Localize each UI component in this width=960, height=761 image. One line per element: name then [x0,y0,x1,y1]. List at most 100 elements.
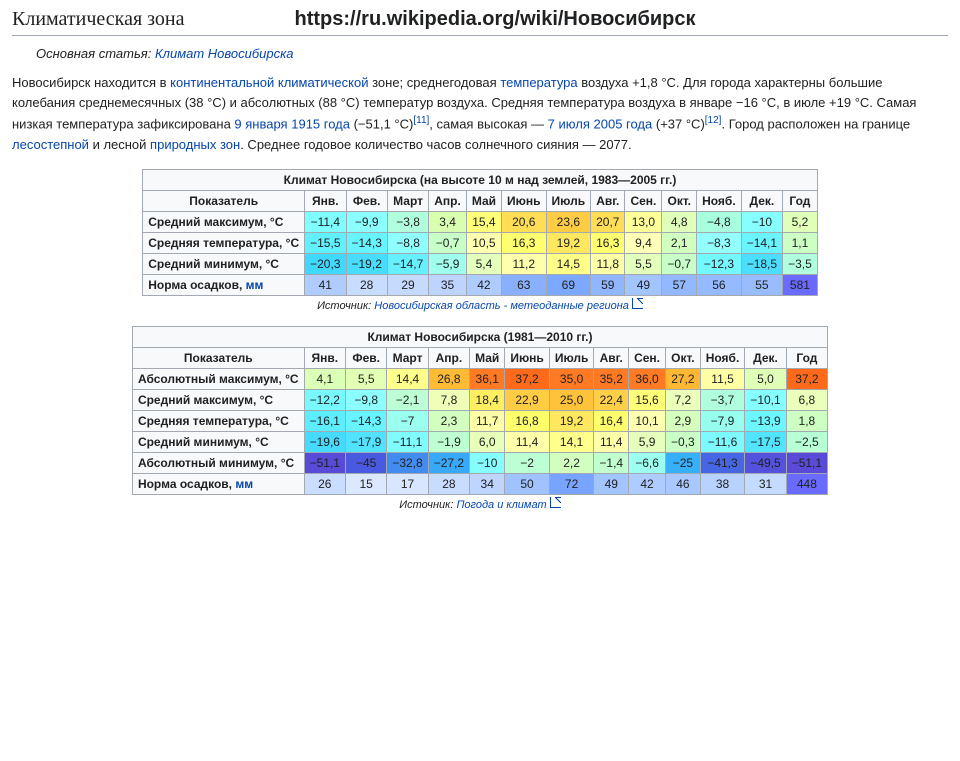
data-cell: 15 [345,473,386,494]
data-cell: 16,4 [594,410,629,431]
data-cell: 16,3 [591,232,625,253]
data-cell: 35,2 [594,368,629,389]
link-year-1[interactable]: 1915 года [291,117,350,132]
data-cell: −4,8 [697,211,742,232]
data-cell: 29 [387,274,428,295]
data-cell: −6,6 [629,452,666,473]
data-cell: −20,3 [305,253,346,274]
data-cell: 20,6 [502,211,547,232]
table-row: Средняя температура, °C−16,1−14,3−72,311… [132,410,827,431]
data-cell: 36,0 [629,368,666,389]
data-cell: 16,8 [505,410,550,431]
data-cell: −32,8 [387,452,428,473]
month-header: Март [387,190,428,211]
data-cell: 19,2 [549,410,594,431]
data-cell: −0,3 [666,431,701,452]
data-cell: 36,1 [470,368,505,389]
link-climate-zone[interactable]: континентальной климатической [170,75,368,90]
data-cell: −2,5 [786,431,827,452]
month-header: Июнь [505,347,550,368]
table-row: Средний максимум, °C−12,2−9,8−2,17,818,4… [132,389,827,410]
data-cell: 46 [666,473,701,494]
data-cell: −11,1 [387,431,428,452]
month-header: Год [786,347,827,368]
row-label: Норма осадков, мм [143,274,305,295]
month-header: Сен. [625,190,662,211]
data-cell: 10,5 [466,232,501,253]
data-cell: 2,1 [662,232,697,253]
data-cell: 22,9 [505,389,550,410]
data-cell: 11,5 [700,368,745,389]
data-cell: 37,2 [786,368,827,389]
ref-11[interactable]: [11] [413,115,429,126]
data-cell: −0,7 [662,253,697,274]
data-cell: −10 [470,452,505,473]
data-cell: 42 [629,473,666,494]
data-cell: 56 [697,274,742,295]
data-cell: 17 [387,473,428,494]
main-article-line: Основная статья: Климат Новосибирска [12,46,948,61]
climate-table-1: Климат Новосибирска (на высоте 10 м над … [142,169,818,296]
data-cell: 27,2 [666,368,701,389]
data-cell: −7,9 [700,410,745,431]
data-cell: 3,4 [429,211,467,232]
table-row: Средний максимум, °C−11,4−9,9−3,83,415,4… [143,211,818,232]
data-cell: 11,8 [591,253,625,274]
link-foreststeppe[interactable]: лесостепной [12,137,89,152]
source-line-1: Источник: Новосибирская область - метеод… [12,298,948,312]
data-cell: −14,1 [741,232,782,253]
data-cell: −49,5 [745,452,786,473]
ref-12[interactable]: [12] [705,115,722,126]
data-cell: 50 [505,473,550,494]
data-cell: 11,7 [470,410,505,431]
data-cell: 28 [428,473,469,494]
paragraph: Новосибирск находится в континентальной … [12,73,948,155]
row-label: Норма осадков, мм [132,473,304,494]
data-cell: −27,2 [428,452,469,473]
data-cell: 55 [741,274,782,295]
link-natural-zones[interactable]: природных зон [150,137,240,152]
data-cell: 5,9 [629,431,666,452]
month-header: Нояб. [700,347,745,368]
data-cell: −9,8 [345,389,386,410]
data-cell: −16,1 [304,410,345,431]
data-cell: 7,2 [666,389,701,410]
month-header: Апр. [429,190,467,211]
data-cell: −8,8 [387,232,428,253]
data-cell: 15,4 [466,211,501,232]
data-cell: −14,3 [345,410,386,431]
month-header: Янв. [305,190,346,211]
unit-link[interactable]: мм [246,278,264,292]
data-cell: −14,7 [387,253,428,274]
data-cell: −13,9 [745,410,786,431]
link-temperature[interactable]: температура [500,75,577,90]
data-cell: −14,3 [346,232,387,253]
data-cell: 7,8 [428,389,469,410]
data-cell: −17,5 [745,431,786,452]
main-article-link[interactable]: Климат Новосибирска [155,46,294,61]
table-row: Норма осадков, мм26151728345072494246383… [132,473,827,494]
data-cell: 57 [662,274,697,295]
data-cell: −1,9 [428,431,469,452]
link-date-1[interactable]: 9 января [234,117,287,132]
data-cell: 59 [591,274,625,295]
unit-link[interactable]: мм [235,477,253,491]
month-header: Янв. [304,347,345,368]
link-date-2[interactable]: 7 июля [548,117,590,132]
data-cell: −3,5 [783,253,818,274]
source-link-1[interactable]: Новосибирская область - метеоданные реги… [374,300,643,312]
link-year-2[interactable]: 2005 года [594,117,653,132]
data-cell: 5,2 [783,211,818,232]
table-row: Средний минимум, °C−19,6−17,9−11,1−1,96,… [132,431,827,452]
data-cell: −51,1 [304,452,345,473]
data-cell: 49 [625,274,662,295]
data-cell: 26 [304,473,345,494]
data-cell: 69 [546,274,591,295]
table-row: Средний минимум, °C−20,3−19,2−14,7−5,95,… [143,253,818,274]
row-label: Абсолютный минимум, °C [132,452,304,473]
source-link-2[interactable]: Погода и климат [456,499,560,511]
row-label: Средний минимум, °C [143,253,305,274]
month-header: Год [783,190,818,211]
data-cell: −3,8 [387,211,428,232]
data-cell: 6,0 [470,431,505,452]
